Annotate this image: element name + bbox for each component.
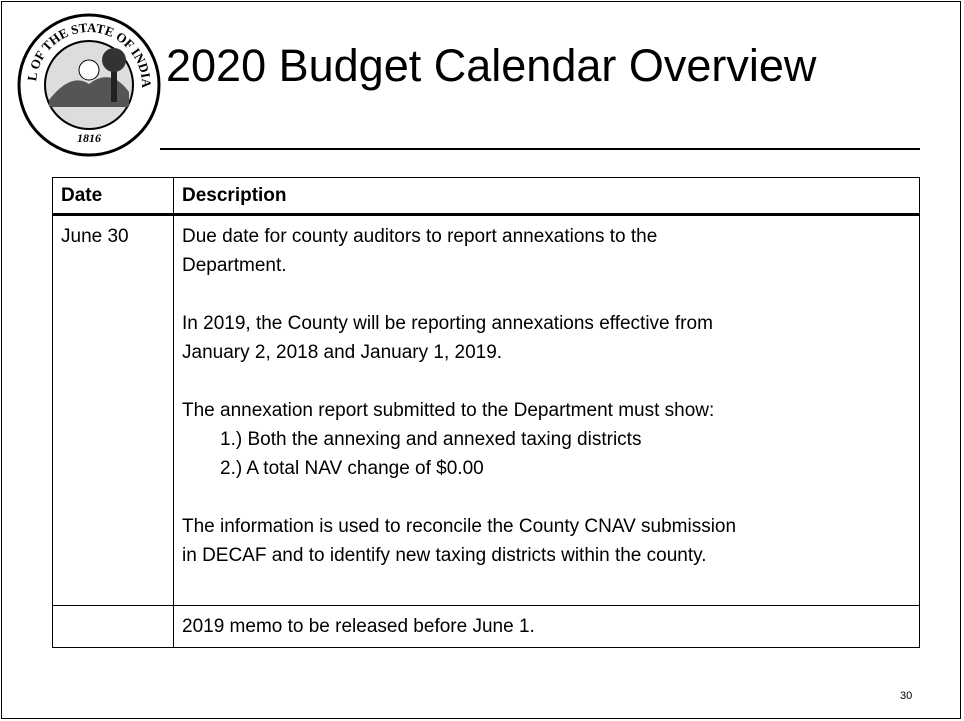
calendar-table: Date Description June 30 Due date for coun… xyxy=(52,177,920,648)
description-line: The annexation report submitted to the D… xyxy=(182,400,715,421)
description-line: Department. xyxy=(182,255,287,276)
title-rule xyxy=(160,148,920,150)
list-item: 1.) Both the annexing and annexed taxing… xyxy=(220,429,642,450)
description-line: In 2019, the County will be reporting an… xyxy=(182,313,713,334)
seal: SEAL OF THE STATE OF INDIANA 1816 xyxy=(16,12,161,157)
header-row: Date Description xyxy=(52,177,920,215)
table-row: 2019 memo to be released before June 1. xyxy=(52,605,920,648)
list-item: 2.) A total NAV change of $0.00 xyxy=(220,458,484,479)
title: 2020 Budget Calendar Overview xyxy=(166,40,817,91)
date-cell xyxy=(52,605,174,648)
description-line: in DECAF and to identify new taxing dist… xyxy=(182,545,707,566)
paragraph-gap xyxy=(182,280,911,309)
description-cell: 2019 memo to be released before June 1. xyxy=(173,605,920,648)
description-line: 2019 memo to be released before June 1. xyxy=(182,616,535,637)
paragraph-gap xyxy=(182,367,911,396)
description-cell: Due date for county auditors to report a… xyxy=(173,214,920,606)
page-number: 30 xyxy=(900,690,913,702)
paragraph-gap xyxy=(182,570,911,599)
date-cell: June 30 xyxy=(52,214,174,606)
paragraph-gap xyxy=(182,483,911,512)
column-header: Date xyxy=(52,177,174,215)
description-line: January 2, 2018 and January 1, 2019. xyxy=(182,342,503,363)
column-header: Description xyxy=(173,177,920,215)
table-body: June 30 Due date for county auditors to r… xyxy=(52,214,920,648)
description-line: The information is used to reconcile the… xyxy=(182,516,737,537)
description-line: Due date for county auditors to report a… xyxy=(182,226,658,247)
table-row: June 30 Due date for county auditors to r… xyxy=(52,214,920,606)
seal-year: 1816 xyxy=(77,131,101,145)
